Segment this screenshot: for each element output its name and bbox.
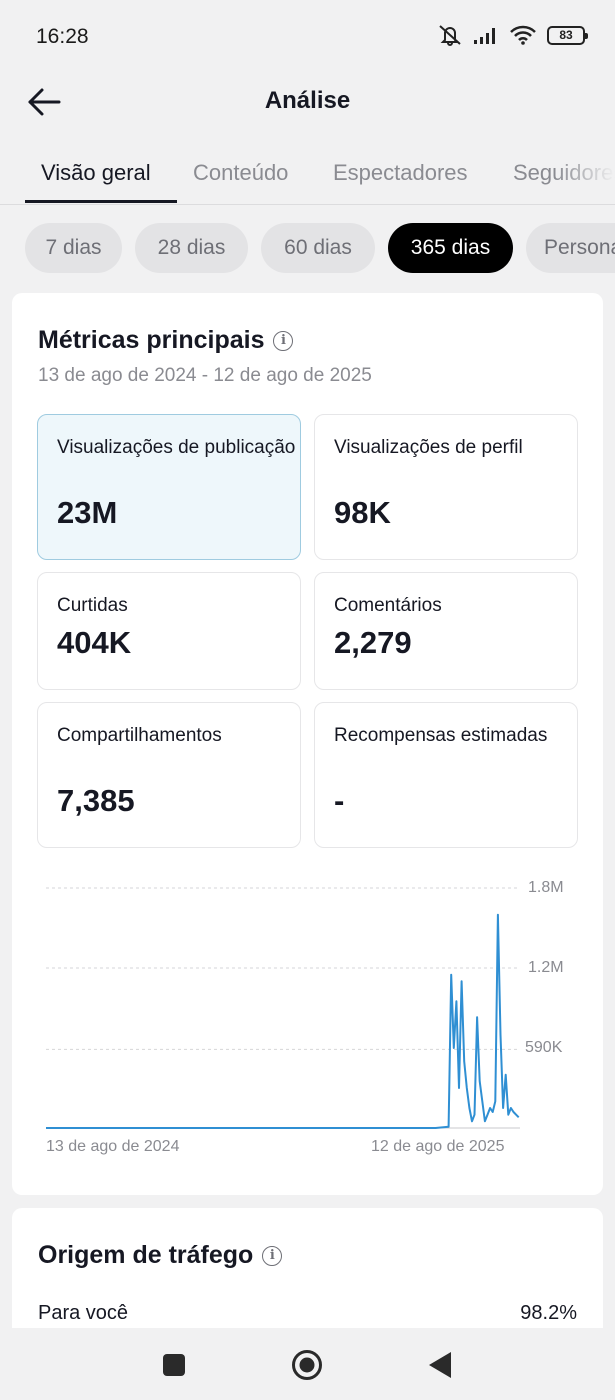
traffic-source-title-text: Origem de tráfego bbox=[38, 1241, 254, 1269]
battery-level: 83 bbox=[559, 28, 573, 42]
status-bar: 16:28 83 bbox=[0, 0, 615, 72]
traffic-source-label: Para você bbox=[38, 1302, 129, 1324]
date-range: 13 de ago de 2024 - 12 de ago de 2025 bbox=[38, 365, 372, 386]
series-line bbox=[46, 913, 520, 1129]
metric-profile-views[interactable]: Visualizações de perfil 98K bbox=[314, 414, 578, 560]
key-metrics-card: Métricas principais i 13 de ago de 2024 … bbox=[12, 293, 603, 1195]
metric-label: Recompensas estimadas bbox=[334, 725, 548, 746]
header: Análise bbox=[0, 72, 615, 132]
metric-likes[interactable]: Curtidas 404K bbox=[37, 572, 301, 690]
metric-comments[interactable]: Comentários 2,279 bbox=[314, 572, 578, 690]
metric-post-views[interactable]: Visualizações de publicação 23M bbox=[37, 414, 301, 560]
key-metrics-title-text: Métricas principais bbox=[38, 326, 265, 354]
x-tick-label: 12 de ago de 2025 bbox=[371, 1138, 505, 1155]
views-chart[interactable]: 1.8M 1.2M 590K 13 de ago de 2024 12 de a… bbox=[42, 868, 602, 1168]
nav-back-button[interactable] bbox=[423, 1348, 457, 1382]
signal-icon bbox=[474, 28, 495, 44]
metric-value: 98K bbox=[334, 495, 391, 530]
metric-value: 2,279 bbox=[334, 625, 412, 660]
tab-bar: Visão geral Conteúdo Espectadores Seguid… bbox=[0, 140, 615, 205]
chip-60-days[interactable]: 60 dias bbox=[261, 223, 375, 273]
metric-label: Visualizações de perfil bbox=[334, 437, 523, 458]
chart-plot bbox=[46, 887, 520, 1129]
key-metrics-title: Métricas principais i bbox=[38, 326, 294, 355]
tabs-fade bbox=[555, 140, 615, 204]
tab-content[interactable]: Conteúdo bbox=[193, 160, 289, 185]
chip-custom[interactable]: Personalizado bbox=[526, 223, 615, 273]
y-tick-label: 1.2M bbox=[528, 959, 564, 976]
metric-label: Visualizações de publicação bbox=[57, 437, 296, 458]
metric-label: Curtidas bbox=[57, 595, 128, 616]
status-time: 16:28 bbox=[36, 25, 89, 48]
period-selector: 7 dias 28 dias 60 dias 365 dias Personal… bbox=[0, 223, 615, 275]
system-nav-bar bbox=[0, 1328, 615, 1400]
chip-28-days[interactable]: 28 dias bbox=[135, 223, 248, 273]
metric-value: 7,385 bbox=[57, 783, 135, 818]
info-icon[interactable]: i bbox=[273, 330, 294, 351]
chip-365-days[interactable]: 365 dias bbox=[388, 223, 513, 273]
tab-overview[interactable]: Visão geral bbox=[41, 160, 151, 185]
square-icon bbox=[163, 1354, 185, 1376]
active-tab-indicator bbox=[25, 200, 177, 203]
chip-7-days[interactable]: 7 dias bbox=[25, 223, 122, 273]
home-button[interactable] bbox=[290, 1348, 324, 1382]
wifi-icon bbox=[510, 25, 536, 45]
metric-label: Comentários bbox=[334, 595, 442, 616]
status-icons: 83 bbox=[437, 24, 588, 46]
mute-icon bbox=[439, 25, 461, 46]
metric-value: - bbox=[334, 783, 345, 818]
y-tick-label: 1.8M bbox=[528, 879, 564, 896]
recents-button[interactable] bbox=[157, 1348, 191, 1382]
metric-label: Compartilhamentos bbox=[57, 725, 222, 746]
metric-shares[interactable]: Compartilhamentos 7,385 bbox=[37, 702, 301, 848]
page-title: Análise bbox=[264, 87, 351, 114]
metric-value: 404K bbox=[57, 625, 132, 660]
traffic-source-title: Origem de tráfego i bbox=[38, 1241, 283, 1270]
back-triangle-icon bbox=[429, 1352, 451, 1378]
arrow-left-icon bbox=[28, 88, 61, 116]
back-button[interactable] bbox=[24, 82, 64, 122]
y-tick-label: 590K bbox=[525, 1039, 563, 1056]
home-circle-icon bbox=[292, 1350, 322, 1380]
traffic-source-card: Origem de tráfego i Para você 98.2% bbox=[12, 1208, 603, 1328]
info-icon[interactable]: i bbox=[262, 1245, 283, 1266]
traffic-source-value: 98.2% bbox=[520, 1302, 577, 1324]
x-tick-label: 13 de ago de 2024 bbox=[46, 1138, 180, 1155]
metric-estimated-rewards[interactable]: Recompensas estimadas - bbox=[314, 702, 578, 848]
battery-icon: 83 bbox=[547, 25, 588, 45]
tab-viewers[interactable]: Espectadores bbox=[333, 160, 468, 185]
metric-value: 23M bbox=[57, 495, 118, 530]
